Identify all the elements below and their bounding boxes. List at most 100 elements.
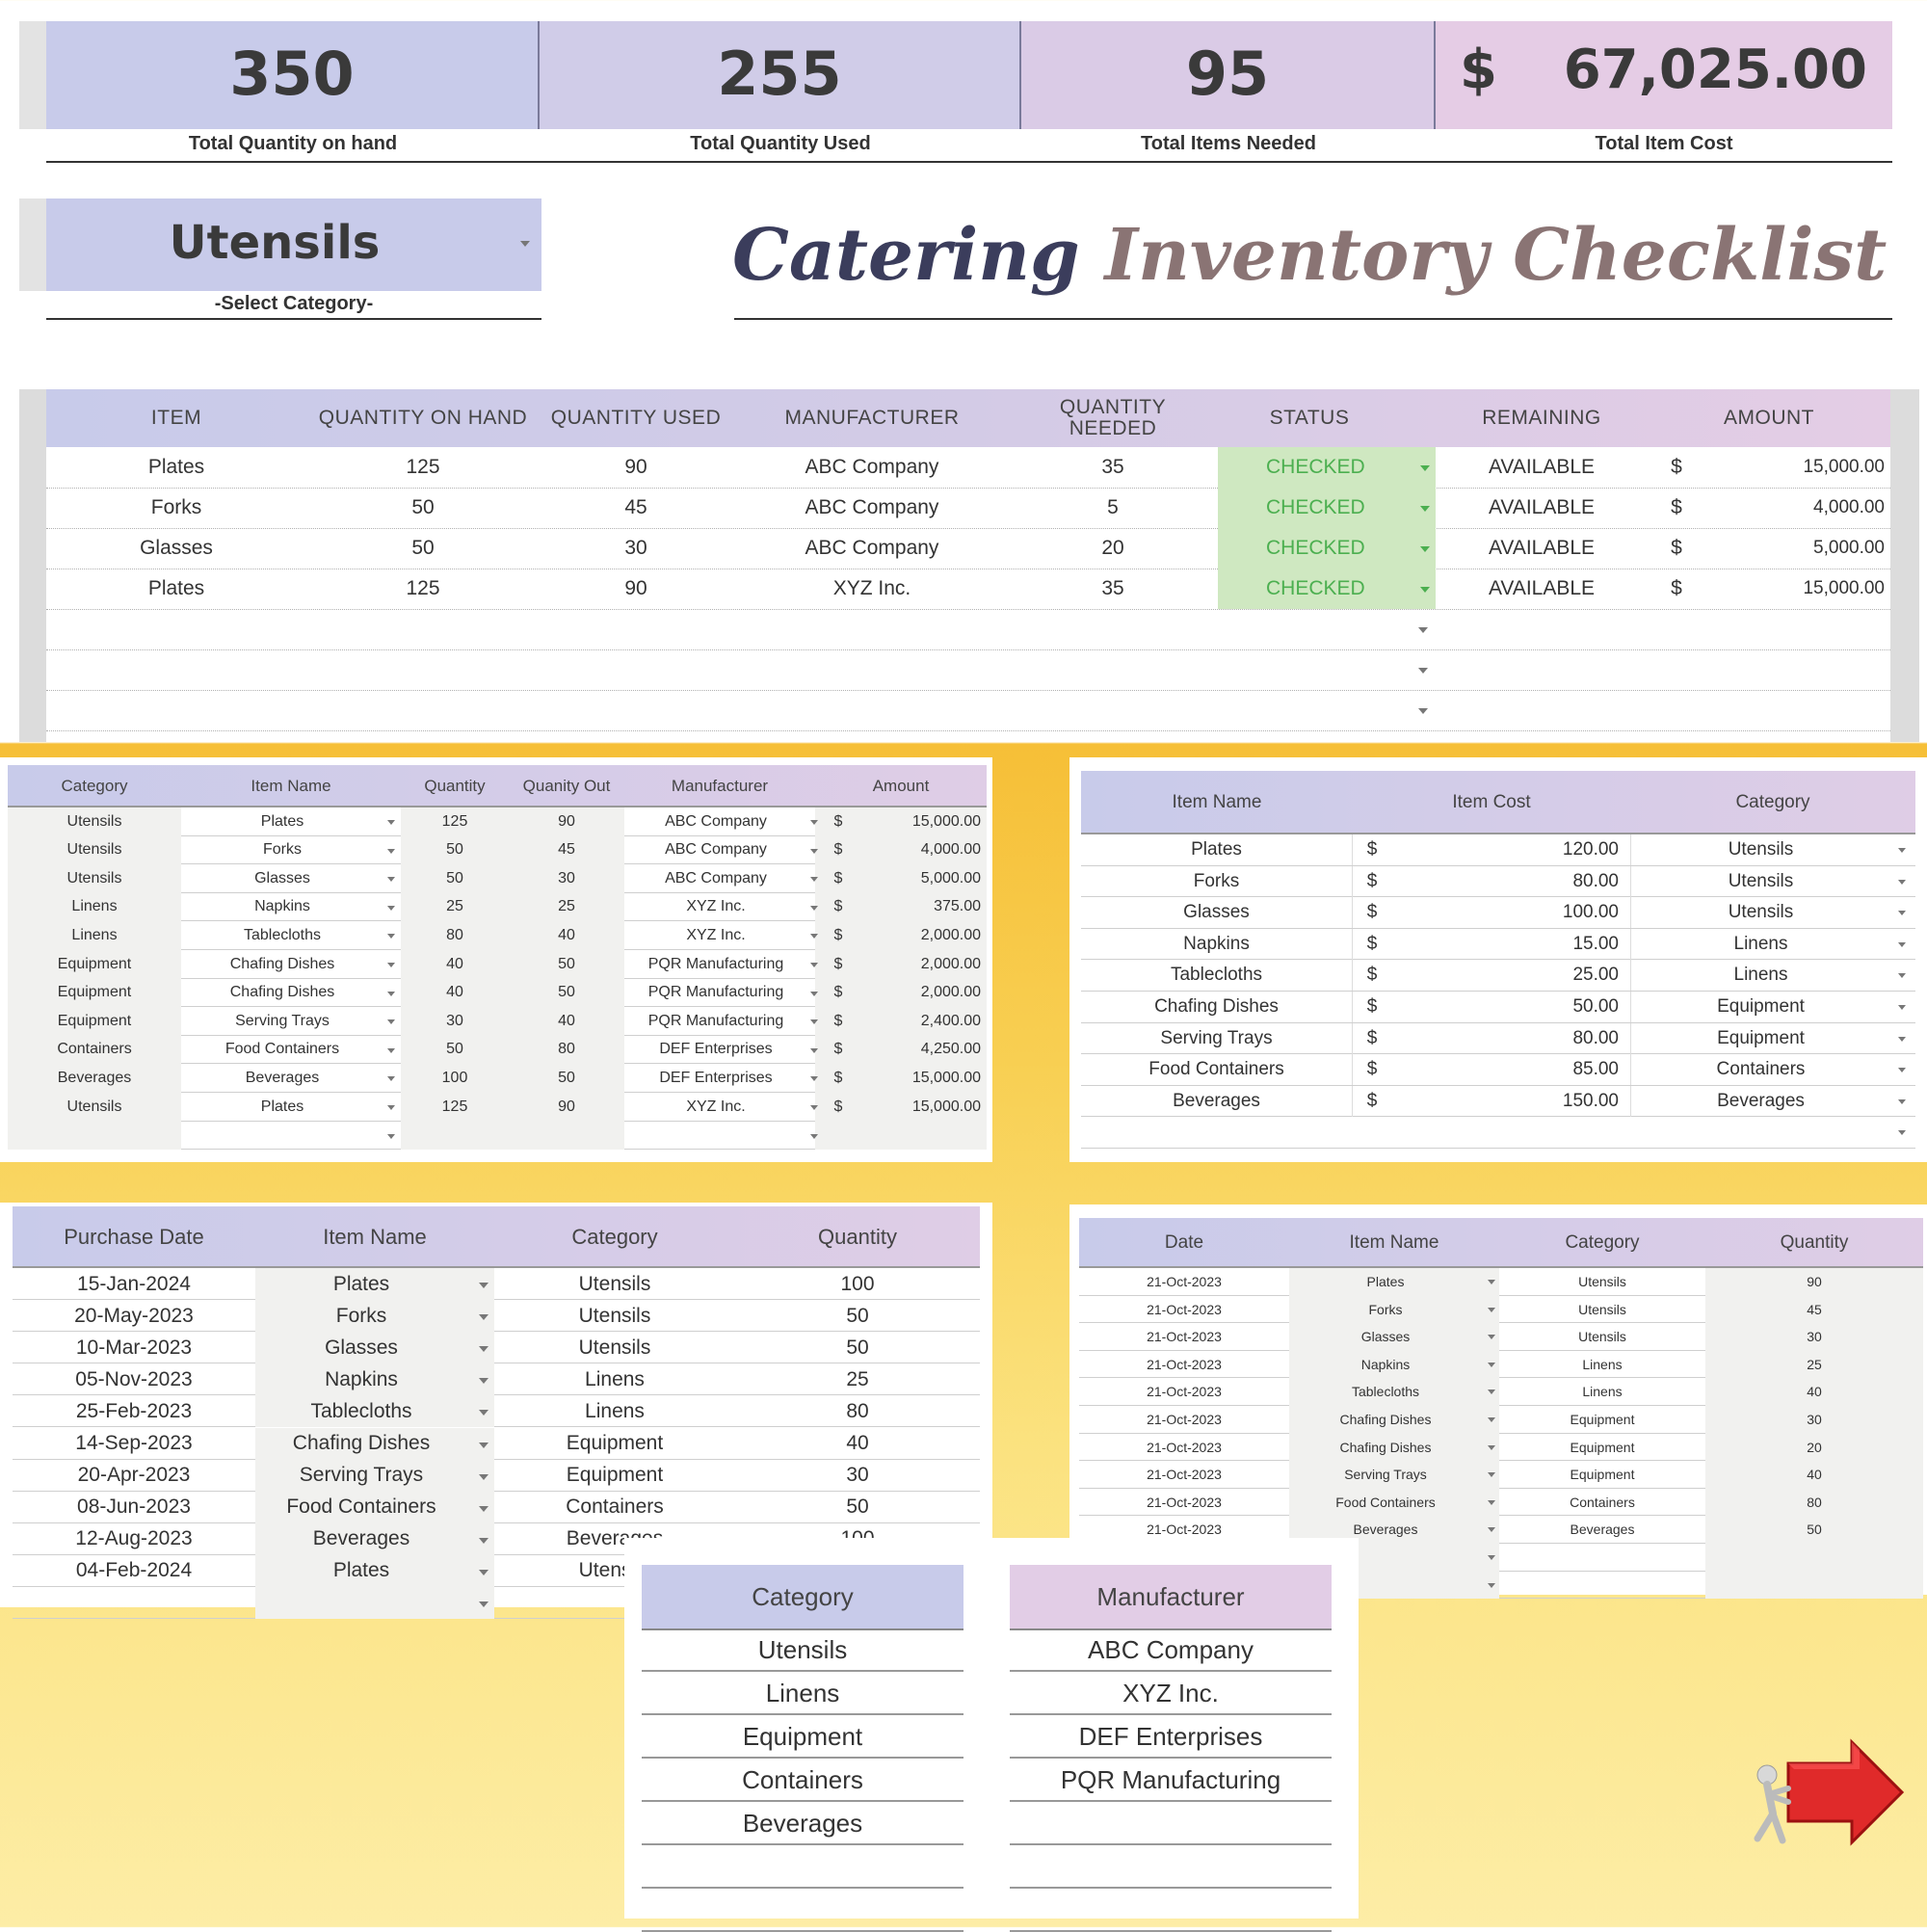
cell-manufacturer[interactable]: XYZ Inc. — [686, 898, 746, 915]
chevron-down-icon[interactable] — [1898, 1005, 1906, 1010]
cell-item-name[interactable]: Napkins — [1360, 1356, 1411, 1372]
chevron-down-icon[interactable] — [1898, 973, 1906, 979]
cell-item-name[interactable]: Glasses — [1360, 1329, 1411, 1345]
cell-category[interactable]: Utensils — [1630, 834, 1890, 865]
category-select[interactable]: Utensils — [46, 198, 541, 291]
cell-item-name[interactable]: Tablecloths — [243, 926, 322, 943]
status-dropdown[interactable]: CHECKED — [1218, 528, 1436, 569]
cell-item-name[interactable]: Napkins — [254, 898, 310, 915]
cell-item-name[interactable]: Napkins — [325, 1367, 398, 1390]
cell-manufacturer[interactable]: XYZ Inc. — [686, 926, 746, 943]
cell-item-name[interactable]: Plates — [1366, 1274, 1405, 1289]
cell-category[interactable]: Utensils — [1630, 865, 1890, 897]
cell-category[interactable]: Linens — [1630, 960, 1890, 992]
chevron-down-icon[interactable] — [810, 1076, 818, 1082]
chevron-down-icon[interactable] — [479, 1314, 488, 1321]
chevron-down-icon[interactable] — [479, 1601, 488, 1607]
chevron-down-icon[interactable] — [479, 1473, 488, 1480]
cell-manufacturer[interactable]: ABC Company — [665, 812, 767, 830]
cell-item-name[interactable]: Plates — [332, 1272, 390, 1295]
chevron-down-icon[interactable] — [810, 1019, 818, 1025]
chevron-down-icon[interactable] — [810, 905, 818, 911]
chevron-down-icon[interactable] — [387, 877, 395, 883]
chevron-down-icon[interactable] — [387, 905, 395, 911]
cell-category[interactable]: Equipment — [1630, 992, 1890, 1022]
chevron-down-icon[interactable] — [1488, 1335, 1495, 1340]
chevron-down-icon[interactable] — [479, 1569, 488, 1575]
cell-item-name[interactable]: Chafing Dishes — [1339, 1439, 1432, 1455]
cell-item-name[interactable]: Glasses — [254, 869, 310, 887]
cell-item-name[interactable]: Chafing Dishes — [292, 1432, 431, 1454]
cell-item-name[interactable]: Food Containers — [286, 1495, 436, 1519]
cell-item-name[interactable]: Tablecloths — [310, 1399, 412, 1422]
cell-item-name[interactable]: Beverages — [245, 1069, 320, 1086]
chevron-down-icon[interactable] — [1488, 1362, 1495, 1367]
cell-manufacturer[interactable]: PQR Manufacturing — [647, 955, 784, 972]
chevron-down-icon[interactable] — [810, 1105, 818, 1110]
red-arrow-right-icon[interactable] — [1734, 1734, 1908, 1860]
cell-item-name[interactable]: Food Containers — [1335, 1494, 1436, 1510]
cell-item-name[interactable]: Chafing Dishes — [229, 984, 335, 1001]
chevron-down-icon[interactable] — [810, 820, 818, 825]
cell-manufacturer[interactable]: PQR Manufacturing — [647, 1012, 784, 1029]
chevron-down-icon[interactable] — [387, 934, 395, 940]
chevron-down-icon[interactable] — [387, 820, 395, 825]
chevron-down-icon[interactable] — [1418, 668, 1428, 674]
chevron-down-icon[interactable] — [1488, 1582, 1495, 1588]
chevron-down-icon[interactable] — [479, 1378, 488, 1385]
status-dropdown[interactable]: CHECKED — [1218, 569, 1436, 609]
chevron-down-icon[interactable] — [520, 241, 530, 247]
cell-item-name[interactable]: Forks — [335, 1304, 387, 1327]
cell-manufacturer[interactable]: XYZ Inc. — [686, 1098, 746, 1115]
chevron-down-icon[interactable] — [479, 1442, 488, 1448]
cell-manufacturer[interactable]: ABC Company — [665, 869, 767, 887]
chevron-down-icon[interactable] — [1488, 1444, 1495, 1450]
chevron-down-icon[interactable] — [1898, 1098, 1906, 1104]
cell-manufacturer[interactable]: DEF Enterprises — [659, 1041, 773, 1058]
cell-manufacturer[interactable]: PQR Manufacturing — [647, 984, 784, 1001]
chevron-down-icon[interactable] — [1898, 848, 1906, 853]
chevron-down-icon[interactable] — [387, 1047, 395, 1053]
cell-category[interactable]: Beverages — [1630, 1085, 1890, 1117]
chevron-down-icon[interactable] — [1898, 1036, 1906, 1042]
chevron-down-icon[interactable] — [810, 1047, 818, 1053]
chevron-down-icon[interactable] — [1488, 1389, 1495, 1395]
cell-item-name[interactable]: Plates — [260, 1098, 304, 1115]
cell-category[interactable]: Linens — [1630, 928, 1890, 960]
cell-item-name[interactable]: Chafing Dishes — [1339, 1412, 1432, 1427]
chevron-down-icon[interactable] — [1488, 1417, 1495, 1422]
cell-manufacturer[interactable]: DEF Enterprises — [659, 1069, 773, 1086]
cell-item-name[interactable]: Tablecloths — [1351, 1384, 1420, 1400]
chevron-down-icon[interactable] — [387, 991, 395, 996]
chevron-down-icon[interactable] — [1420, 587, 1430, 593]
chevron-down-icon[interactable] — [387, 963, 395, 967]
cell-item-name[interactable]: Glasses — [325, 1336, 398, 1359]
cell-category[interactable]: Equipment — [1630, 1022, 1890, 1054]
chevron-down-icon[interactable] — [1418, 627, 1428, 633]
chevron-down-icon[interactable] — [479, 1346, 488, 1353]
chevron-down-icon[interactable] — [1488, 1527, 1495, 1533]
chevron-down-icon[interactable] — [810, 848, 818, 854]
cell-item-name[interactable]: Serving Trays — [235, 1012, 330, 1029]
cell-category[interactable]: Utensils — [1630, 897, 1890, 929]
chevron-down-icon[interactable] — [810, 934, 818, 940]
chevron-down-icon[interactable] — [1898, 1130, 1906, 1136]
cell-item-name[interactable]: Beverages — [1353, 1522, 1418, 1538]
cell-item-name[interactable]: Beverages — [312, 1527, 410, 1550]
cell-item-name[interactable]: Plates — [260, 812, 304, 830]
chevron-down-icon[interactable] — [1898, 1068, 1906, 1073]
cell-item-name[interactable]: Forks — [263, 841, 302, 859]
chevron-down-icon[interactable] — [1420, 465, 1430, 471]
chevron-down-icon[interactable] — [810, 963, 818, 967]
chevron-down-icon[interactable] — [387, 848, 395, 854]
cell-item-name[interactable]: Forks — [1368, 1301, 1403, 1317]
chevron-down-icon[interactable] — [1420, 546, 1430, 552]
chevron-down-icon[interactable] — [1898, 879, 1906, 885]
cell-item-name[interactable]: Plates — [332, 1559, 390, 1582]
chevron-down-icon[interactable] — [810, 877, 818, 883]
status-dropdown[interactable]: CHECKED — [1218, 447, 1436, 488]
chevron-down-icon[interactable] — [1898, 911, 1906, 916]
chevron-down-icon[interactable] — [387, 1133, 395, 1139]
cell-manufacturer[interactable]: ABC Company — [665, 841, 767, 859]
chevron-down-icon[interactable] — [479, 1283, 488, 1288]
